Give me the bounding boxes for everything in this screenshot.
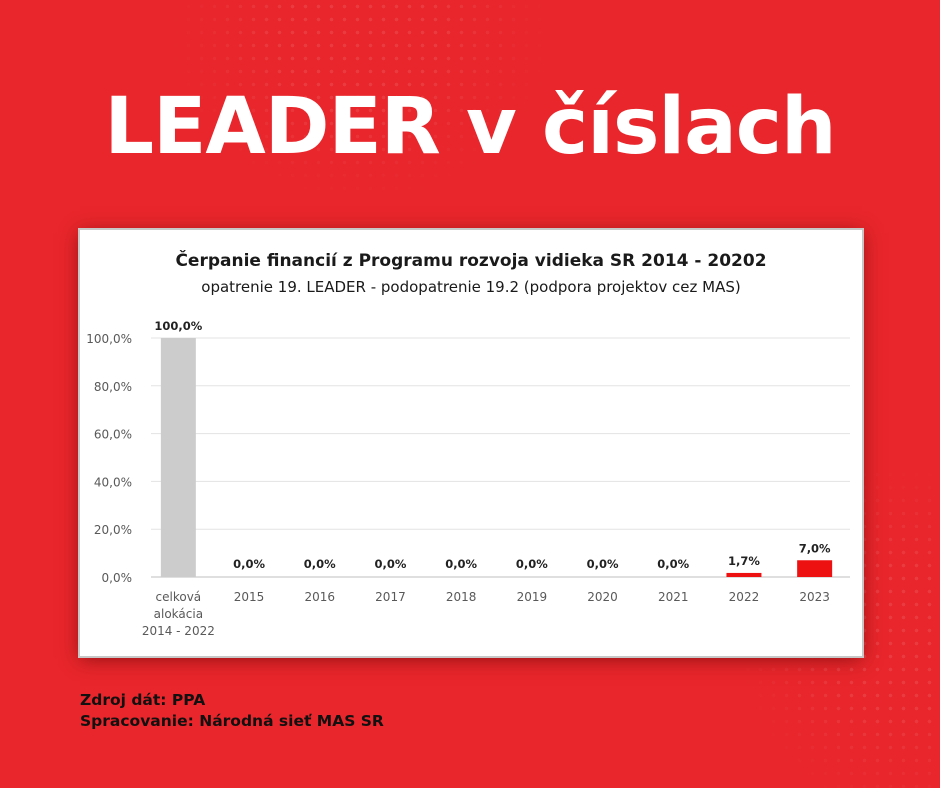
y-tick-label: 80,0% (94, 380, 132, 394)
x-tick-label: 2014 - 2022 (142, 624, 215, 638)
x-tick-label: celková (156, 590, 202, 604)
bars (160, 338, 833, 577)
x-tick-label: 2023 (799, 590, 830, 604)
chart-subtitle: opatrenie 19. LEADER - podopatrenie 19.2… (201, 278, 740, 296)
x-tick-label: 2015 (234, 590, 265, 604)
x-tick-label: 2020 (587, 590, 618, 604)
source-note: Zdroj dát: PPA Spracovanie: Národná sieť… (80, 690, 384, 732)
data-label: 0,0% (233, 557, 265, 571)
data-label: 0,0% (516, 557, 548, 571)
y-tick-label: 0,0% (102, 571, 133, 585)
headline: LEADER v číslach (104, 82, 836, 172)
processing-line: Spracovanie: Národná sieť MAS SR (80, 712, 384, 730)
data-label: 0,0% (374, 557, 406, 571)
x-tick-label: 2021 (658, 590, 689, 604)
y-axis: 0,0% 20,0% 40,0% 60,0% 80,0% 100,0% (86, 332, 132, 585)
x-tick-label: 2022 (729, 590, 760, 604)
x-tick-label: alokácia (154, 607, 203, 621)
data-labels: 100,0% 0,0% 0,0% 0,0% 0,0% 0,0% 0,0% 0,0% 1,7% 7,… (154, 319, 831, 571)
y-tick-label: 100,0% (86, 332, 132, 346)
data-label: 0,0% (657, 557, 689, 571)
chart-title: Čerpanie financií z Programu rozvoja vid… (175, 249, 766, 271)
bar (160, 338, 196, 577)
data-label: 0,0% (304, 557, 336, 571)
y-tick-label: 20,0% (94, 523, 132, 537)
chart-card: Čerpanie financií z Programu rozvoja vid… (80, 230, 862, 656)
x-axis: celková alokácia 2014 - 2022 2015 2016 2017 20… (142, 590, 830, 638)
x-tick-label: 2017 (375, 590, 406, 604)
x-tick-label: 2018 (446, 590, 477, 604)
data-label: 0,0% (445, 557, 477, 571)
x-tick-label: 2019 (517, 590, 548, 604)
data-label: 1,7% (728, 554, 760, 568)
source-line: Zdroj dát: PPA (80, 691, 206, 709)
data-label: 0,0% (587, 557, 619, 571)
bar (797, 560, 833, 577)
data-label: 7,0% (799, 541, 831, 555)
data-label: 100,0% (154, 319, 202, 333)
bar-chart: Čerpanie financií z Programu rozvoja vid… (86, 249, 850, 638)
gridlines (151, 337, 850, 578)
y-tick-label: 60,0% (94, 428, 132, 442)
bar (726, 572, 762, 577)
y-tick-label: 40,0% (94, 475, 132, 489)
x-tick-label: 2016 (304, 590, 335, 604)
